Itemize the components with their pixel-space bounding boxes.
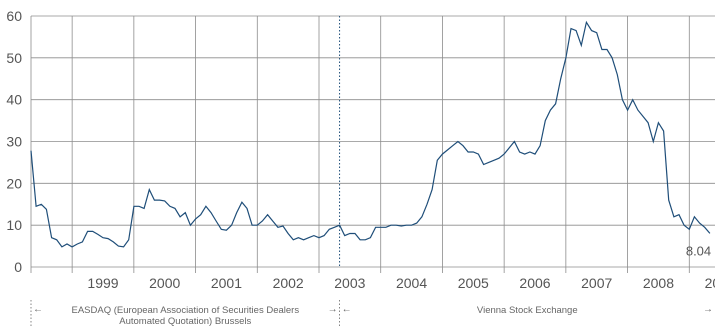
x-tick-label: 2003 bbox=[334, 275, 365, 291]
series-line bbox=[30, 20, 711, 248]
y-tick-label: 30 bbox=[6, 134, 22, 150]
x-tick-label: 2008 bbox=[643, 275, 674, 291]
x-tick-label: 2006 bbox=[519, 275, 550, 291]
y-tick-label: 40 bbox=[6, 92, 22, 108]
x-tick-label: 2005 bbox=[458, 275, 489, 291]
y-tick-label: 10 bbox=[6, 217, 22, 233]
period-label: Automated Quotation) Brussels bbox=[119, 316, 251, 326]
x-axis-ticks: 1999 2000 2001 2002 2003 2004 2005 2006 2007 2008… bbox=[87, 275, 715, 291]
period-annotations: ← → EASDAQ (European Association of Securi… bbox=[30, 300, 713, 326]
x-tick-label: 2001 bbox=[211, 275, 242, 291]
y-tick-label: 60 bbox=[6, 8, 22, 24]
y-tick-label: 20 bbox=[6, 175, 22, 191]
period-arrow-right: → bbox=[703, 304, 713, 315]
x-tick-label: 2007 bbox=[581, 275, 612, 291]
y-tick-label: 50 bbox=[6, 50, 22, 66]
x-tick-label: 2000 bbox=[149, 275, 180, 291]
x-tick-label: 1999 bbox=[87, 275, 118, 291]
grid bbox=[30, 15, 715, 273]
x-tick-label: 2009 bbox=[705, 275, 715, 291]
end-value-label: 8.04 bbox=[686, 243, 711, 258]
x-tick-label: 2002 bbox=[273, 275, 304, 291]
y-axis-ticks: 0 10 20 30 40 50 60 bbox=[6, 8, 22, 275]
period-arrow-right: → bbox=[328, 304, 338, 315]
y-tick-label: 0 bbox=[14, 259, 22, 275]
x-tick-label: 2004 bbox=[396, 275, 427, 291]
period-label: Vienna Stock Exchange bbox=[477, 305, 578, 316]
period-arrow-left: ← bbox=[342, 304, 352, 315]
period-label: EASDAQ (European Association of Securiti… bbox=[71, 305, 299, 316]
period-arrow-left: ← bbox=[33, 304, 43, 315]
